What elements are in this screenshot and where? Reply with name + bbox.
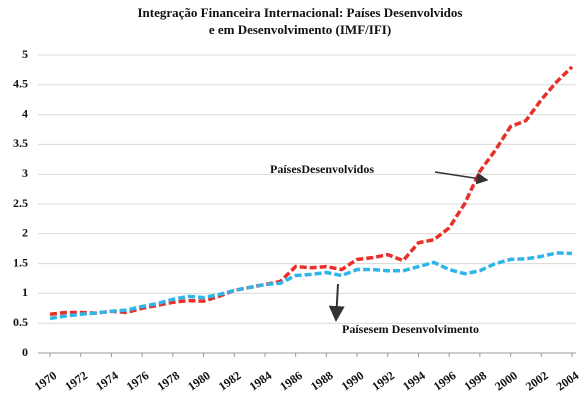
x-tick-label: 1986 — [277, 368, 305, 393]
x-tick-label: 1978 — [154, 368, 182, 393]
x-tick-label: 1970 — [32, 368, 60, 393]
x-tick-label: 1998 — [461, 368, 489, 393]
x-tick-label: 2000 — [492, 368, 520, 393]
series-line — [49, 251, 573, 321]
x-tick-label: 1976 — [124, 368, 152, 393]
chart-title: e em Desenvolvimento (IMF/IFI) — [209, 22, 391, 37]
y-tick-label: 3.5 — [13, 136, 28, 150]
y-tick-label: 3 — [22, 166, 28, 180]
y-tick-label: 1.5 — [13, 255, 28, 269]
y-tick-label: 0 — [22, 345, 28, 359]
series-annotation: PaísesDesenvolvidos — [270, 162, 374, 176]
y-tick-label: 4.5 — [13, 77, 28, 91]
x-tick-label: 1982 — [216, 368, 244, 393]
x-tick-label: 1996 — [431, 368, 459, 393]
x-tick-label: 1988 — [308, 368, 336, 393]
y-tick-label: 2.5 — [13, 196, 28, 210]
x-tick-label: 2002 — [523, 368, 551, 393]
x-tick-label: 1980 — [185, 368, 213, 393]
y-tick-label: 4 — [22, 106, 28, 120]
x-tick-label: 1972 — [62, 368, 90, 393]
annotation-arrow — [434, 171, 489, 185]
y-tick-label: 2 — [22, 226, 28, 240]
series-line — [49, 65, 574, 316]
x-tick-label: 1974 — [93, 368, 121, 393]
x-tick-label: 2004 — [554, 368, 580, 393]
x-tick-label: 1984 — [247, 368, 275, 393]
x-tick-label: 1992 — [369, 368, 397, 393]
y-tick-label: 5 — [22, 47, 28, 61]
y-tick-label: 1 — [22, 285, 28, 299]
annotation-arrow — [328, 283, 345, 322]
chart-title: Integração Financeira Internacional: Paí… — [138, 5, 463, 20]
x-tick-label: 1994 — [400, 368, 428, 393]
y-tick-label: 0.5 — [13, 315, 28, 329]
x-tick-label: 1990 — [339, 368, 367, 393]
series-annotation: Paísesem Desenvolvimento — [342, 322, 479, 336]
